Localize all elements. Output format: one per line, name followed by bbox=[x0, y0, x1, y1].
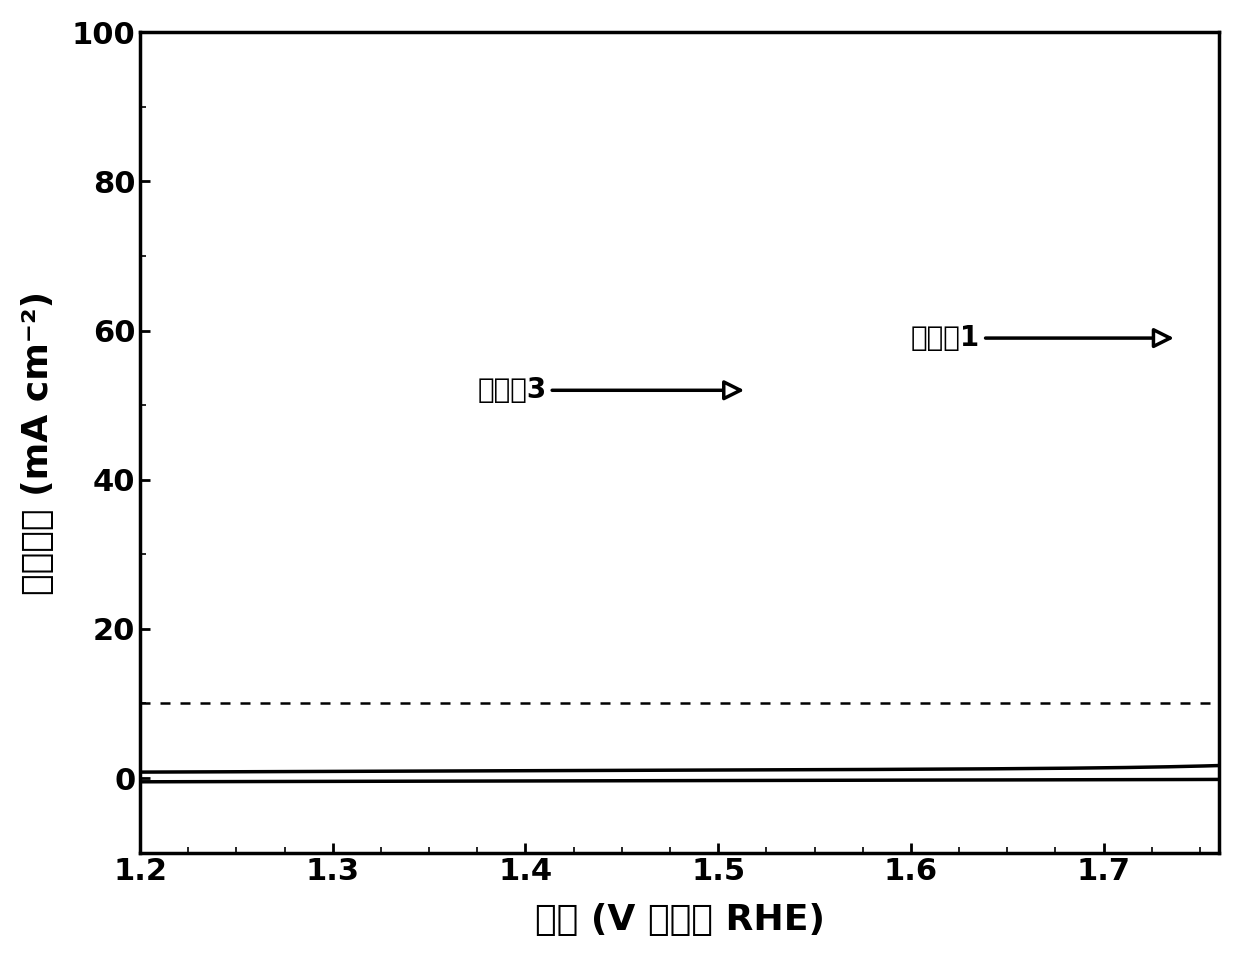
Y-axis label: 电流密度 (mA cm⁻²): 电流密度 (mA cm⁻²) bbox=[21, 290, 55, 595]
X-axis label: 电压 (V 相对于 RHE): 电压 (V 相对于 RHE) bbox=[534, 903, 825, 937]
Text: 比较例1: 比较例1 bbox=[911, 324, 1171, 353]
Text: 实施例3: 实施例3 bbox=[477, 376, 740, 404]
